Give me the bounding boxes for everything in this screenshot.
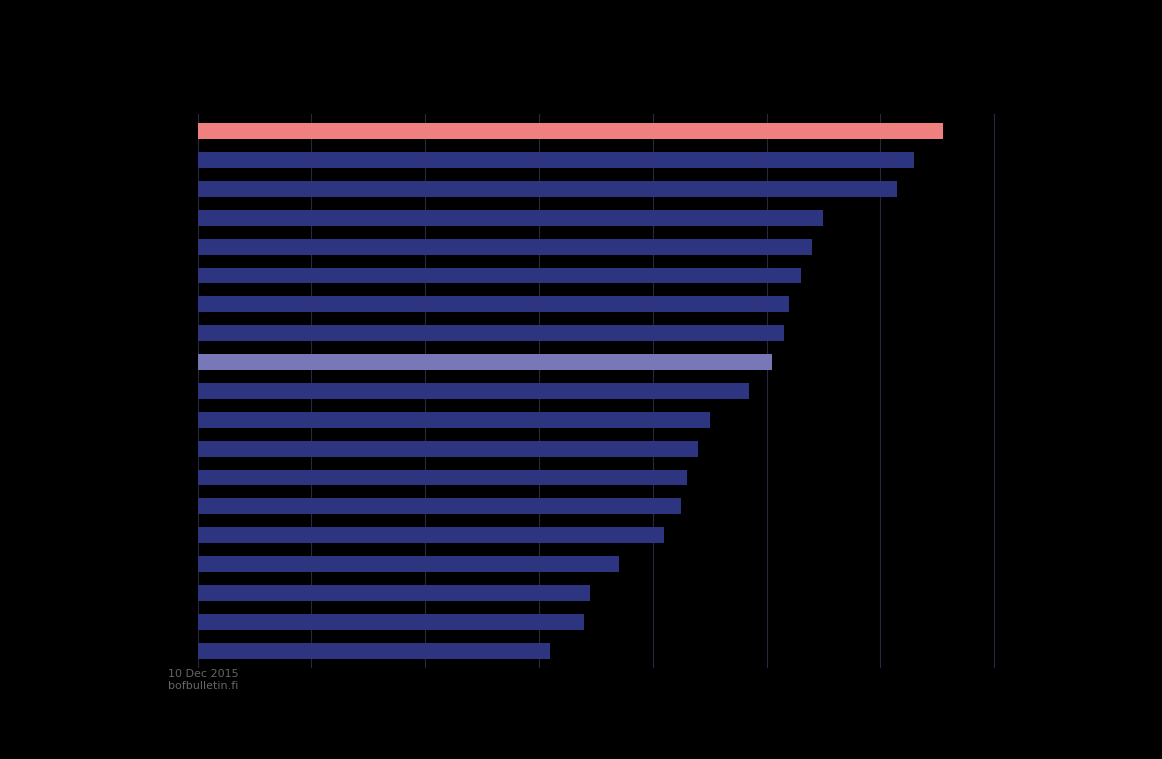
Bar xyxy=(198,267,801,283)
Bar xyxy=(198,238,812,254)
Bar xyxy=(198,412,710,427)
Bar xyxy=(198,441,698,456)
Bar xyxy=(198,383,749,398)
Bar xyxy=(198,499,681,515)
Bar xyxy=(198,585,590,601)
Bar xyxy=(198,354,773,370)
Bar xyxy=(198,326,783,341)
Bar xyxy=(198,209,824,225)
Bar xyxy=(198,152,914,168)
Bar xyxy=(198,528,665,543)
Text: 10 Dec 2015
bofbulletin.fi: 10 Dec 2015 bofbulletin.fi xyxy=(168,669,239,691)
Bar xyxy=(198,614,584,630)
Bar xyxy=(198,181,897,197)
Bar xyxy=(198,296,789,312)
Bar xyxy=(198,123,942,139)
Bar xyxy=(198,470,687,486)
Bar xyxy=(198,556,618,572)
Bar xyxy=(198,643,551,659)
